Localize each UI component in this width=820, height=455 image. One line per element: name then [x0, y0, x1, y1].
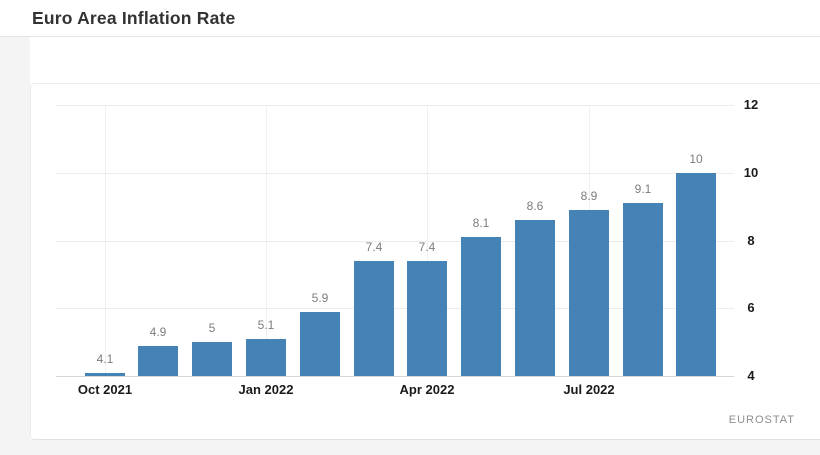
bar-value-label: 4.1 — [96, 352, 114, 366]
page-title: Euro Area Inflation Rate — [32, 8, 236, 28]
horizontal-gridline — [56, 105, 734, 106]
bar-value-label: 7.4 — [365, 240, 383, 254]
vertical-gridline — [266, 105, 267, 376]
chart-panel: 4 6 8 10 12 4.1 4.9 5 5.1 5.9 7.4 7.4 8.1 8.6 8.9 9.1 10… — [30, 83, 820, 440]
y-axis-label: 8 — [747, 233, 755, 248]
y-axis-label: 4 — [747, 368, 755, 383]
bar[interactable] — [461, 237, 501, 376]
bar[interactable] — [85, 373, 125, 376]
horizontal-gridline — [56, 308, 734, 309]
bar[interactable] — [515, 220, 555, 376]
bar-value-label: 9.1 — [634, 182, 652, 196]
y-axis-label: 10 — [743, 165, 759, 180]
header: Euro Area Inflation Rate — [0, 0, 820, 37]
x-axis-label: Jan 2022 — [238, 382, 294, 397]
horizontal-gridline — [56, 173, 734, 174]
bar[interactable] — [623, 203, 663, 376]
chart-plot-area: 4 6 8 10 12 4.1 4.9 5 5.1 5.9 7.4 7.4 8.1 8.6 8.9 9.1 10… — [31, 84, 820, 439]
bar-value-label: 8.1 — [472, 216, 490, 230]
bar-value-label: 7.4 — [418, 240, 436, 254]
vertical-gridline — [105, 105, 106, 376]
horizontal-gridline — [56, 241, 734, 242]
horizontal-gridline — [56, 376, 734, 377]
vertical-gridline — [427, 105, 428, 376]
bar[interactable] — [246, 339, 286, 376]
y-axis-label: 12 — [743, 97, 759, 112]
bar-value-label: 5 — [208, 321, 216, 335]
x-axis-label: Oct 2021 — [77, 382, 133, 397]
bar-value-label: 10 — [689, 152, 703, 166]
bar[interactable] — [138, 346, 178, 376]
source-label: EUROSTAT — [728, 414, 795, 426]
bar-value-label: 8.9 — [580, 189, 598, 203]
x-axis-label: Apr 2022 — [399, 382, 455, 397]
bar[interactable] — [569, 210, 609, 376]
y-axis-label: 6 — [747, 300, 755, 315]
x-axis-label: Jul 2022 — [563, 382, 615, 397]
bar-value-label: 5.1 — [257, 318, 275, 332]
bar[interactable] — [300, 312, 340, 376]
bar[interactable] — [676, 173, 716, 376]
bar[interactable] — [192, 342, 232, 376]
bar-value-label: 4.9 — [149, 325, 167, 339]
bar[interactable] — [407, 261, 447, 376]
bar-value-label: 5.9 — [311, 291, 329, 305]
bar[interactable] — [354, 261, 394, 376]
bar-value-label: 8.6 — [526, 199, 544, 213]
